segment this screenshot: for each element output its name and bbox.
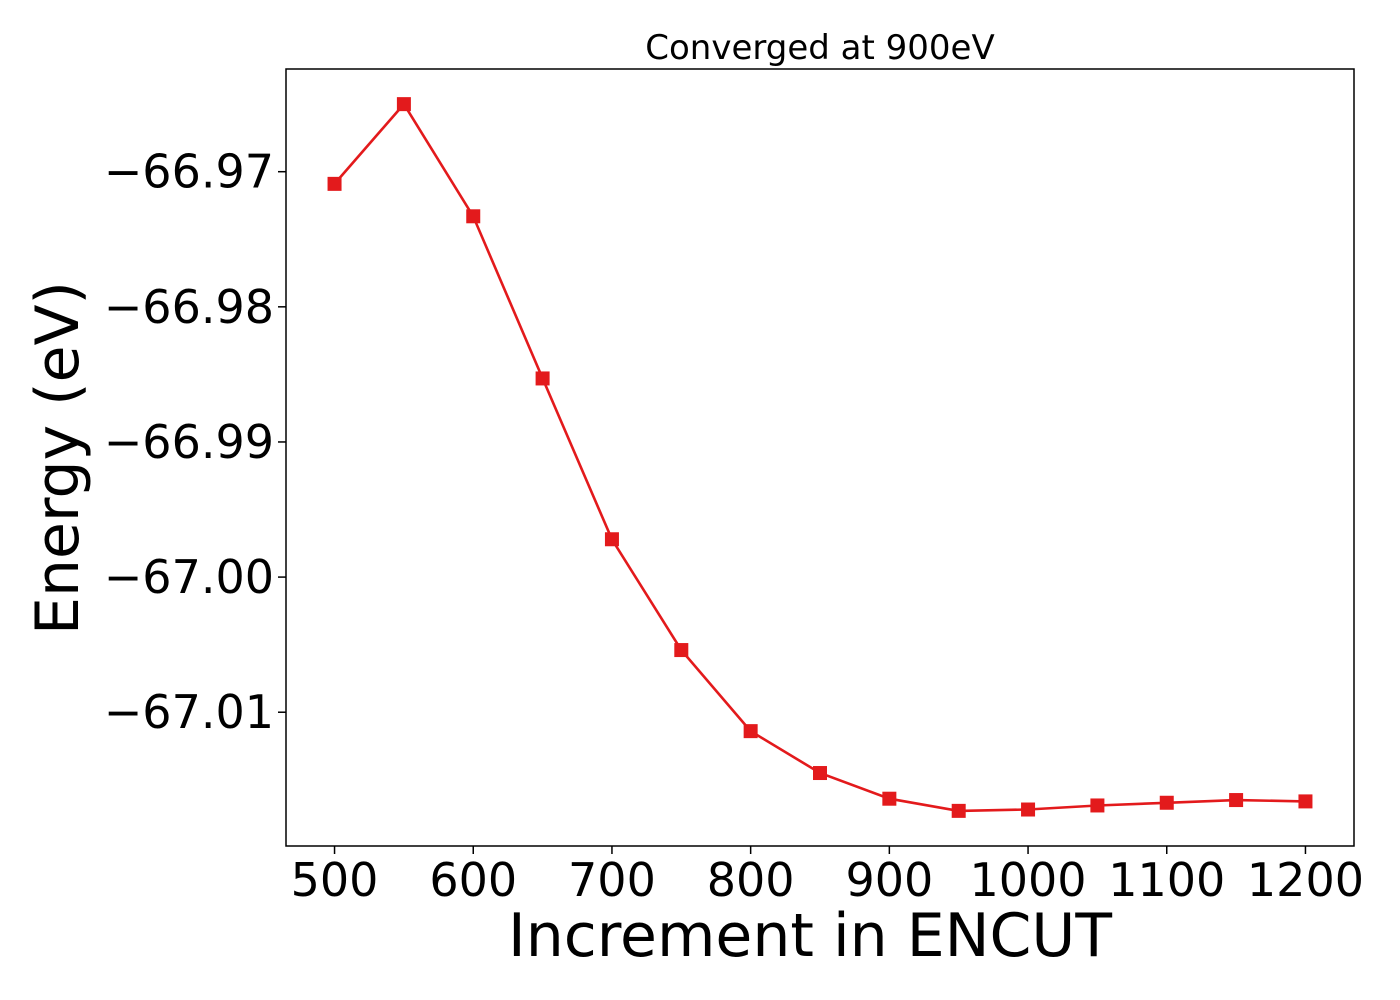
data-point bbox=[396, 97, 411, 112]
x-tick-label: 1100 bbox=[1108, 853, 1225, 907]
data-point bbox=[1159, 795, 1174, 810]
x-tick-label: 600 bbox=[429, 853, 517, 907]
y-tick-label: −67.01 bbox=[104, 685, 274, 739]
data-point bbox=[882, 791, 897, 806]
y-axis-ticks: −66.97 −66.98 −66.99 −67.00 −67.01 bbox=[104, 145, 286, 739]
x-axis-label: Increment in ENCUT bbox=[508, 901, 1112, 971]
data-point bbox=[327, 176, 342, 191]
data-point bbox=[743, 724, 758, 739]
data-point bbox=[951, 803, 966, 818]
data-point bbox=[1229, 793, 1244, 808]
y-tick-label: −66.99 bbox=[104, 415, 274, 469]
data-point bbox=[466, 209, 481, 224]
x-tick-label: 700 bbox=[568, 853, 656, 907]
series-layer bbox=[327, 97, 1313, 818]
plot-area-frame bbox=[285, 68, 1355, 847]
chart-title: Converged at 900eV bbox=[645, 28, 994, 68]
data-point bbox=[1298, 794, 1313, 809]
data-point bbox=[1090, 798, 1105, 813]
x-tick-label: 500 bbox=[291, 853, 379, 907]
data-point bbox=[535, 371, 550, 386]
data-point bbox=[604, 532, 619, 547]
y-axis-label: Energy (eV) bbox=[23, 281, 93, 635]
data-point bbox=[1021, 802, 1036, 817]
y-tick-label: −66.97 bbox=[104, 145, 274, 199]
x-tick-label: 900 bbox=[845, 853, 933, 907]
x-tick-label: 1200 bbox=[1247, 853, 1364, 907]
x-tick-label: 800 bbox=[707, 853, 795, 907]
data-point bbox=[813, 766, 827, 781]
y-tick-label: −67.00 bbox=[104, 550, 274, 604]
x-axis-ticks: 500 600 700 800 900 1000 1100 1200 bbox=[291, 846, 1364, 907]
y-tick-label: −66.98 bbox=[104, 280, 274, 334]
x-tick-label: 1000 bbox=[970, 853, 1087, 907]
data-point bbox=[674, 643, 689, 658]
